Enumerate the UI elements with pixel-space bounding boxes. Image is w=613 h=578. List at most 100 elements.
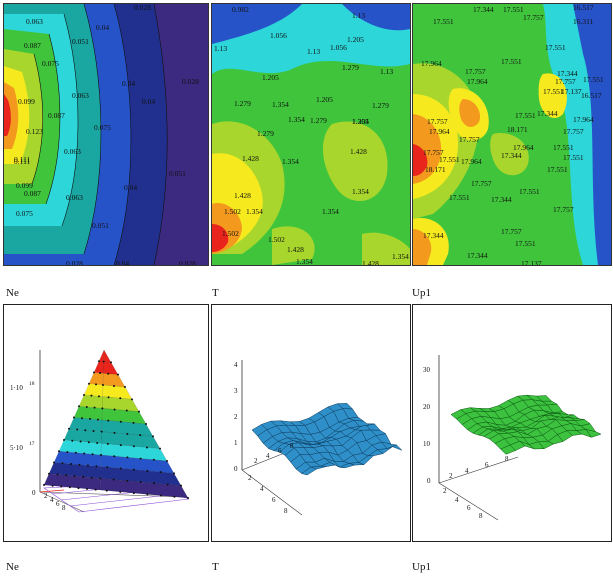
up1-contour-label: 17.551 [519,187,540,196]
ne-data-point [166,483,169,486]
up1-ztick-30: 30 [423,366,431,374]
up1-contour-label: 18.171 [507,125,528,134]
t-contour-label: 1.502 [268,235,285,244]
t-contour-label: 1.205 [316,95,333,104]
ne-pyramid-band [103,349,112,363]
up1-orange-bottom [413,229,432,265]
ne-data-point [146,469,149,472]
up1-contour-label: 17.344 [491,195,512,204]
ne-data-point [101,407,104,410]
t-contour-label: 1.279 [257,129,274,138]
ne-data-point [107,419,110,422]
up1-contour-label: 17.757 [423,148,444,157]
t-contour-label: 1.428 [350,147,367,156]
ne-data-point [60,485,63,488]
up1-contour-label: 16.311 [573,17,594,26]
ne-contour-label: 0.075 [42,59,59,68]
ne-contour-label: 0.063 [66,193,83,202]
ne-data-point [131,398,133,401]
up1-contour-label: 17.551 [563,153,584,162]
ne-surface-plot: 1·10 18 5·10 17 0 2 4 6 8 [3,304,209,542]
up1-contour-label: 17.344 [473,5,494,14]
ne-contour-label: 0.087 [24,189,41,198]
ne-data-point [126,433,129,435]
up1-contour-label: 17.964 [461,157,482,166]
t-contour-map: 0.982 1.13 1.056 1.13 1.056 1.13 1.205 1.13 1.20… [211,3,411,266]
t-contour-label: 1.205 [262,73,279,82]
t-contour-labels: 0.982 1.13 1.056 1.13 1.056 1.13 1.205 1.13 1.20… [214,5,409,265]
t-contour-label: 1.428 [234,191,251,200]
up1-xtick-6: 6 [485,461,489,469]
ne-data-point [73,416,75,419]
ne-pyramid-band [93,361,104,374]
ne-data-point [159,447,161,450]
ne-contour-label: 0.075 [94,123,111,132]
ne-data-point [159,494,162,497]
ne-data-point [95,465,98,468]
up1-contour-label: 17.551 [439,155,460,164]
up1-contour-label: 17.551 [543,87,564,96]
up1-contour-label: 16.517 [581,91,602,100]
ne-ztick-1e18: 1·10 [10,384,23,392]
ne-y-axis [39,491,85,513]
up1-blue-right [573,4,611,265]
ne-data-point [145,423,147,425]
ne-data-point [133,468,135,471]
ne-pyramid-band [102,373,126,388]
ne-contour-label: 0.028 [182,77,199,86]
ne-contour-label: 0.123 [26,127,43,136]
ne-data-point [91,453,94,456]
ne-data-point [105,489,108,492]
t-surface-cell [336,403,354,410]
ne-data-point [95,383,97,386]
ne-data-point [88,382,90,385]
t-surface-caption: T [212,561,219,573]
ne-data-point [113,408,116,411]
t-contour-label: 1.354 [352,187,369,196]
ne-data-point [113,431,116,434]
t-contour-label: 1.056 [270,31,287,40]
t-contour-label: 1.205 [352,117,369,126]
ne-data-point [100,430,103,433]
ne-data-point [107,396,110,399]
ne-data-point [173,495,176,498]
ne-contour-label: 0.051 [169,169,186,178]
ne-contour-lines [31,4,168,265]
t-ytick-8: 8 [284,507,288,515]
ne-data-point [66,451,69,453]
t-xtick-6: 6 [278,447,282,455]
ne-ztick-1e18-exp: 18 [29,381,35,387]
t-contour-label: 1.056 [330,43,347,52]
ne-data-point [43,484,45,486]
ne-contour-label: 0.087 [48,111,65,120]
t-xtick-2: 2 [254,457,258,465]
t-red-left [212,224,229,252]
ne-data-point [138,410,140,413]
t-contour-label: 1.354 [322,207,339,216]
ne-xtick-8: 8 [62,504,66,512]
ne-data-point [68,427,70,430]
t-ztick-1: 1 [234,439,238,447]
ne-data-point [119,397,122,400]
ne-data-point [79,440,82,443]
up1-contour-label: 17.137 [521,259,542,265]
ne-data-point [93,406,96,409]
up1-surface-caption: Up1 [412,561,431,573]
ne-data-point [78,405,80,408]
t-blue-right [342,4,410,31]
t-contour-label: 1.205 [347,35,364,44]
ne-data-point [119,420,122,423]
ne-data-point [145,446,148,449]
up1-contour-label: 17.757 [501,227,522,236]
ne-contour-label: 0.04 [124,183,137,192]
t-lime-corner [362,232,410,265]
t-contour-label: 1.354 [392,252,409,261]
ne-data-point [96,441,99,444]
t-contour-label: 1.354 [282,157,299,166]
ne-data-point [107,372,110,375]
ne-contour-label: 0.04 [96,23,109,32]
ne-data-point [146,493,149,496]
ne-data-point [126,479,129,482]
up1-contour-label: 17.551 [501,57,522,66]
t-contour-label: 1.428 [362,259,379,265]
